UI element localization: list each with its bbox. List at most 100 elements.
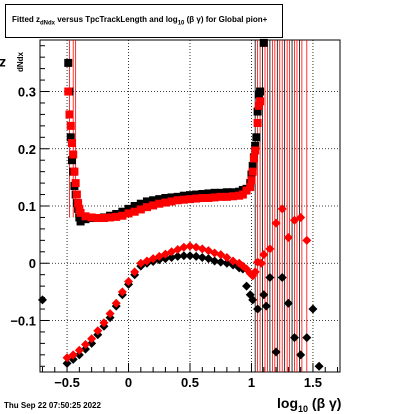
y-axis-label-main: z	[0, 56, 6, 72]
data-point-diamond	[130, 267, 140, 277]
data-point-square	[252, 133, 261, 142]
data-point-square	[186, 195, 194, 204]
data-point-square	[256, 87, 265, 96]
title-suffix: (β γ) for Global pion+	[184, 15, 268, 25]
title-subscript-dndx: dNdx	[40, 20, 55, 27]
data-point-square	[210, 193, 219, 202]
x-tick-label: 1	[248, 375, 255, 390]
data-point-square	[173, 196, 182, 205]
data-point-square	[66, 121, 75, 130]
data-point-diamond	[74, 350, 84, 360]
data-point-square	[149, 196, 158, 205]
data-point-diamond	[93, 326, 103, 336]
data-point-square	[130, 202, 139, 210]
data-point-diamond	[87, 338, 97, 348]
data-point-diamond	[179, 242, 189, 252]
data-point-square	[149, 201, 158, 210]
data-point-square	[124, 209, 133, 218]
data-point-diamond	[259, 290, 269, 300]
timestamp: Thu Sep 22 07:50:25 2022	[4, 401, 101, 410]
data-point-diamond	[62, 358, 72, 368]
data-point-diamond	[302, 333, 312, 343]
x-axis-label-main: log	[277, 395, 298, 411]
data-point-diamond	[277, 273, 287, 283]
data-point-square	[136, 199, 145, 208]
data-point-square	[124, 204, 133, 213]
data-point-square	[251, 146, 260, 155]
x-tick-label: 1.5	[304, 375, 322, 390]
data-point-square	[93, 214, 102, 223]
data-point-square	[186, 191, 194, 200]
data-point-diamond	[271, 218, 281, 228]
data-point-square	[70, 167, 79, 176]
y-tick-label: 0	[29, 256, 36, 271]
data-point-diamond	[185, 251, 195, 261]
data-point-square	[254, 101, 263, 110]
data-point-square	[204, 189, 213, 198]
data-point-square	[246, 183, 255, 192]
data-point-diamond	[80, 344, 90, 354]
data-point-square	[248, 161, 257, 170]
data-point-diamond	[271, 347, 281, 357]
x-tick-label: −0.5	[54, 375, 80, 390]
data-point-square	[161, 198, 170, 207]
data-point-diamond	[296, 212, 306, 222]
data-point-square	[67, 156, 76, 165]
data-point-square	[66, 133, 75, 142]
data-point-diamond	[191, 251, 201, 261]
data-point-diamond	[62, 353, 72, 363]
data-point-diamond	[302, 235, 312, 245]
title-subscript-10: 10	[177, 20, 185, 27]
data-point-square	[75, 213, 84, 222]
data-point-square	[161, 193, 170, 202]
data-point-square	[74, 199, 83, 208]
data-point-square	[259, 38, 268, 47]
data-point-diamond	[111, 298, 121, 308]
x-axis-label: log10 (β γ)	[277, 395, 341, 414]
y-tick-label: 0.2	[18, 142, 36, 157]
y-axis-label-sub: dNdx	[15, 52, 25, 72]
data-point-square	[76, 208, 85, 217]
data-point-diamond	[197, 253, 207, 263]
data-point-square	[64, 87, 73, 96]
data-point-diamond	[250, 267, 260, 277]
data-point-square	[192, 190, 201, 199]
data-point-diamond	[216, 257, 226, 267]
data-point-square	[192, 194, 201, 203]
data-point-square	[247, 176, 256, 185]
data-point-diamond	[74, 345, 84, 355]
data-point-square	[118, 207, 127, 216]
data-point-square	[112, 212, 121, 221]
data-point-diamond	[290, 333, 300, 343]
x-tick-label: 0.5	[181, 375, 199, 390]
data-point-square	[130, 207, 139, 216]
data-point-square	[155, 195, 164, 204]
data-point-square	[65, 110, 74, 119]
data-point-square	[222, 188, 231, 197]
data-point-square	[72, 190, 81, 199]
data-point-diamond	[296, 350, 306, 360]
data-point-diamond	[261, 301, 271, 311]
data-point-diamond	[277, 204, 287, 214]
data-point-diamond	[68, 350, 78, 360]
data-point-square	[67, 139, 76, 148]
data-point-square	[81, 212, 90, 221]
data-point-square	[198, 189, 207, 198]
x-axis-label-sub: 10	[298, 403, 309, 414]
data-point-diamond	[253, 304, 263, 314]
data-point-square	[256, 97, 265, 106]
data-point-square	[253, 107, 262, 116]
data-point-diamond	[167, 253, 177, 263]
data-point-diamond	[265, 273, 275, 283]
data-point-square	[76, 217, 85, 226]
data-point-square	[249, 154, 258, 163]
data-point-diamond	[99, 318, 109, 328]
data-point-diamond	[173, 251, 183, 261]
y-axis-label: zdNdx	[0, 40, 25, 80]
data-point-diamond	[210, 256, 220, 266]
data-point-diamond	[179, 251, 189, 261]
data-point-square	[64, 58, 73, 67]
data-point-diamond	[265, 244, 275, 254]
data-point-square	[71, 179, 80, 188]
data-point-square	[69, 150, 78, 159]
